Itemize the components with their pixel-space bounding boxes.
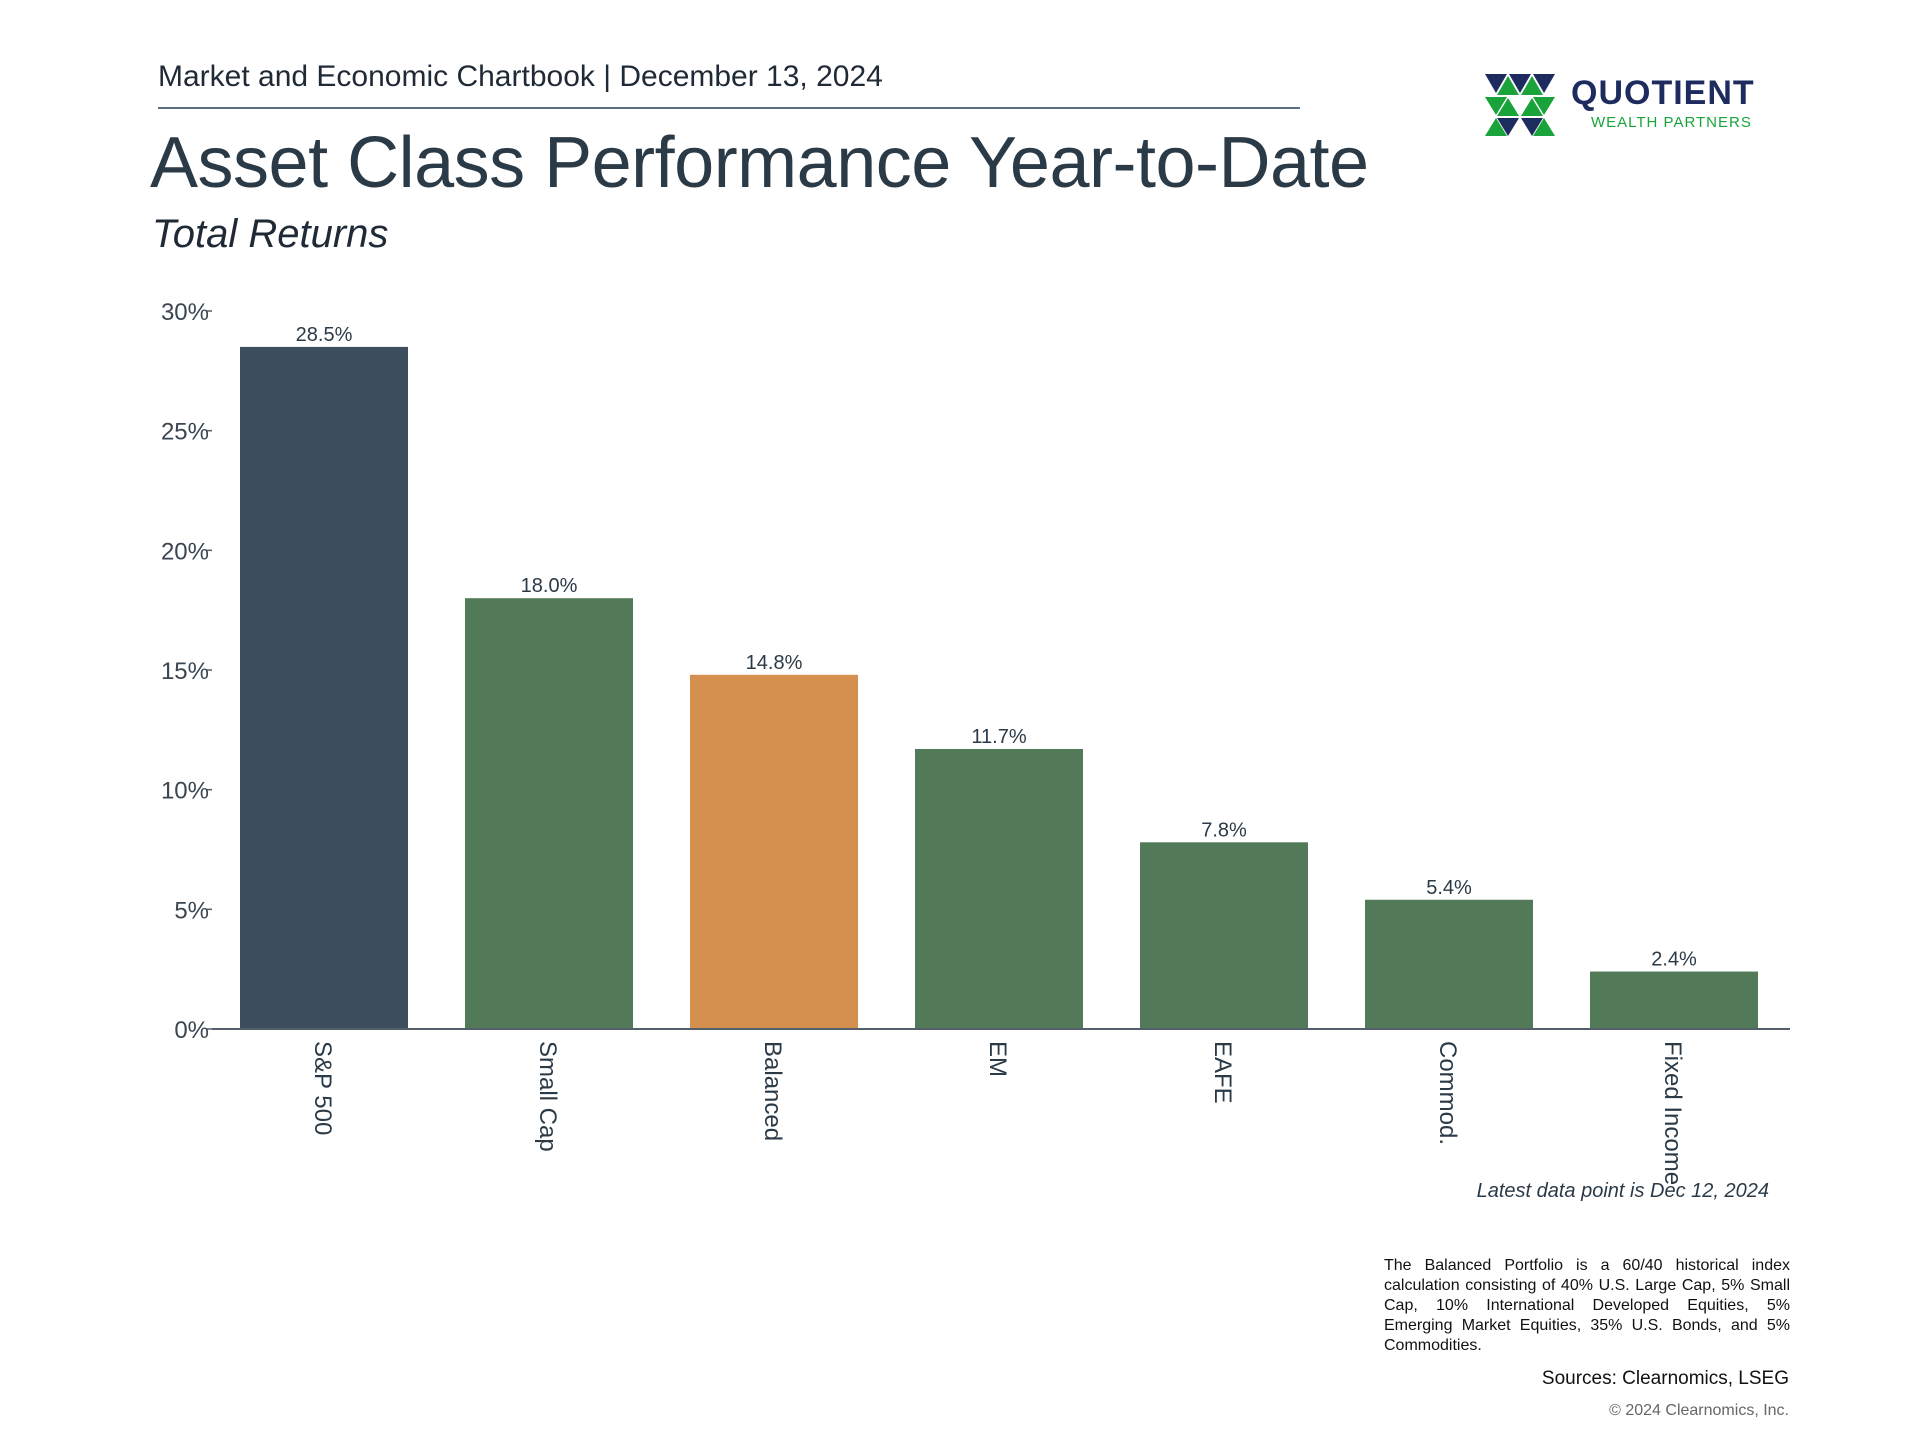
bar	[915, 748, 1083, 1029]
y-tick-label: 20%	[161, 538, 209, 565]
page-title: Asset Class Performance Year-to-Date	[150, 123, 1369, 203]
logo: QUOTIENT WEALTH PARTNERS	[1485, 72, 1785, 142]
bar	[690, 674, 858, 1029]
logo-tagline: WEALTH PARTNERS	[1591, 114, 1752, 131]
data-label: 28.5%	[296, 324, 353, 346]
bar	[465, 598, 633, 1029]
y-tick-label: 10%	[161, 778, 209, 805]
bar	[240, 346, 408, 1029]
y-tick-label: 30%	[161, 299, 209, 326]
y-tick-label: 15%	[161, 658, 209, 685]
copyright: © 2024 Clearnomics, Inc.	[1609, 1402, 1789, 1419]
category-label: EM	[984, 1041, 1011, 1077]
data-label: 14.8%	[746, 652, 803, 674]
bar	[1590, 971, 1758, 1029]
y-tick-label: 25%	[161, 419, 209, 446]
data-label: 7.8%	[1201, 819, 1247, 841]
data-label: 2.4%	[1651, 949, 1697, 971]
data-label: 18.0%	[521, 575, 578, 597]
category-label: EAFE	[1209, 1041, 1236, 1104]
logo-name: QUOTIENT	[1571, 74, 1755, 112]
category-label: S&P 500	[309, 1041, 336, 1135]
y-tick-label: 0%	[174, 1017, 209, 1044]
data-label: 11.7%	[971, 726, 1026, 748]
header-rule	[158, 107, 1300, 109]
latest-data-note: Latest data point is Dec 12, 2024	[1476, 1180, 1769, 1202]
category-label: Small Cap	[534, 1041, 561, 1152]
chartbook-header: Market and Economic Chartbook | December…	[158, 60, 883, 93]
category-label: Balanced	[759, 1041, 786, 1141]
bar	[1140, 842, 1308, 1029]
bar	[1365, 899, 1533, 1029]
category-label: Fixed Income	[1659, 1041, 1686, 1185]
data-label: 5.4%	[1426, 877, 1472, 899]
category-label: Commod.	[1434, 1041, 1461, 1145]
y-tick-label: 5%	[174, 897, 209, 924]
sources: Sources: Clearnomics, LSEG	[1541, 1368, 1789, 1389]
logo-mark-icon	[1485, 74, 1555, 136]
balanced-portfolio-note: The Balanced Portfolio is a 60/40 histor…	[1384, 1257, 1790, 1354]
page-subtitle: Total Returns	[152, 212, 389, 256]
